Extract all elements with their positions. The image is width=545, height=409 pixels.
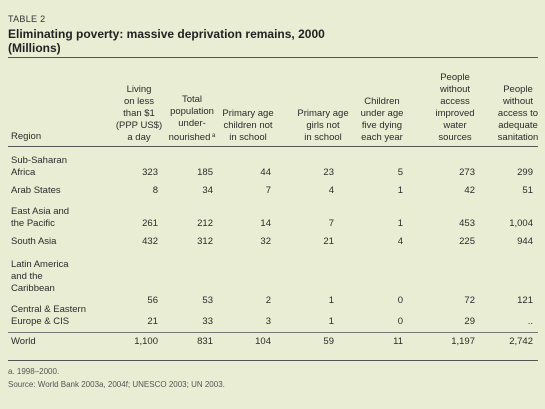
table-cell: 1,004 [483,218,533,230]
column-header-label: Primary age children not in school [215,108,281,144]
table-cell: 104 [221,336,271,348]
table-cell: 1,197 [425,336,475,348]
table-cell: 1 [284,295,334,307]
column-header-label: Primary age girls not in school [291,108,355,144]
table-cell: 299 [483,167,533,179]
table-cell: 225 [425,236,475,248]
region-label: East Asia and the Pacific [11,206,69,230]
region-label: World [11,336,36,348]
table-cell: 42 [425,185,475,197]
table-cell: 185 [163,167,213,179]
region-label: Latin America and the Caribbean [11,259,69,295]
table-cell: 5 [353,167,403,179]
column-header-4: Primary age girls not in school [291,60,355,144]
column-header-3: Primary age children not in school [215,60,281,144]
table-cell: 261 [108,218,158,230]
column-header-label: People without access improved water sou… [426,72,484,144]
column-header-label: Living on less than $1 (PPP US$) a day [109,84,169,144]
table-cell: 21 [284,236,334,248]
table-cell: 432 [108,236,158,248]
column-header-label: Total population under- nourished a [162,94,222,144]
table-cell: 831 [163,336,213,348]
table-cell: 34 [163,185,213,197]
table-cell: 29 [425,316,475,328]
table-cell: 53 [163,295,213,307]
table-cell: 11 [353,336,403,348]
table-cell: 14 [221,218,271,230]
column-header-label: People without access to adequate sanita… [490,84,545,144]
table-cell: 453 [425,218,475,230]
table-cell: 273 [425,167,475,179]
table-cell: 44 [221,167,271,179]
column-header-1: Living on less than $1 (PPP US$) a day [109,60,169,144]
top-rule [8,57,538,58]
table-cell: 0 [353,295,403,307]
table-cell: 1,100 [108,336,158,348]
table-cell: 0 [353,316,403,328]
table-subtitle: (Millions) [8,41,61,55]
column-header-7: People without access to adequate sanita… [490,60,545,144]
table-cell: 59 [284,336,334,348]
region-label: Central & Eastern Europe & CIS [11,304,86,328]
table-cell: 21 [108,316,158,328]
column-header-5: Children under age five dying each year [355,60,409,144]
table-cell: 1 [353,218,403,230]
column-header-label: Children under age five dying each year [355,96,409,144]
column-header-2: Total population under- nourished a [162,60,222,144]
table-cell: 1 [284,316,334,328]
region-label: Arab States [11,185,61,197]
table-cell: 51 [483,185,533,197]
table-cell: 3 [221,316,271,328]
table-cell: 23 [284,167,334,179]
table-cell: 944 [483,236,533,248]
table-cell: 56 [108,295,158,307]
table-cell: 323 [108,167,158,179]
source-note: Source: World Bank 2003a, 2004f; UNESCO … [8,380,225,389]
table-cell: 7 [221,185,271,197]
bottom-rule [8,360,538,361]
column-header-6: People without access improved water sou… [426,60,484,144]
region-label: South Asia [11,236,56,248]
table-cell: .. [483,316,533,328]
footnote: a. 1998–2000. [8,367,59,376]
region-label: Sub-Saharan Africa [11,155,67,179]
table-cell: 72 [425,295,475,307]
table-cell: 312 [163,236,213,248]
table-label: TABLE 2 [8,14,45,24]
table-cell: 212 [163,218,213,230]
table-cell: 2,742 [483,336,533,348]
header-rule [8,146,538,147]
world-rule [8,332,538,333]
table-cell: 4 [284,185,334,197]
table-cell: 7 [284,218,334,230]
table-title: Eliminating poverty: massive deprivation… [8,27,325,41]
table-cell: 33 [163,316,213,328]
table-cell: 2 [221,295,271,307]
table-cell: 8 [108,185,158,197]
table-cell: 1 [353,185,403,197]
table-cell: 4 [353,236,403,248]
region-column-header: Region [11,131,41,142]
table-cell: 32 [221,236,271,248]
table-cell: 121 [483,295,533,307]
